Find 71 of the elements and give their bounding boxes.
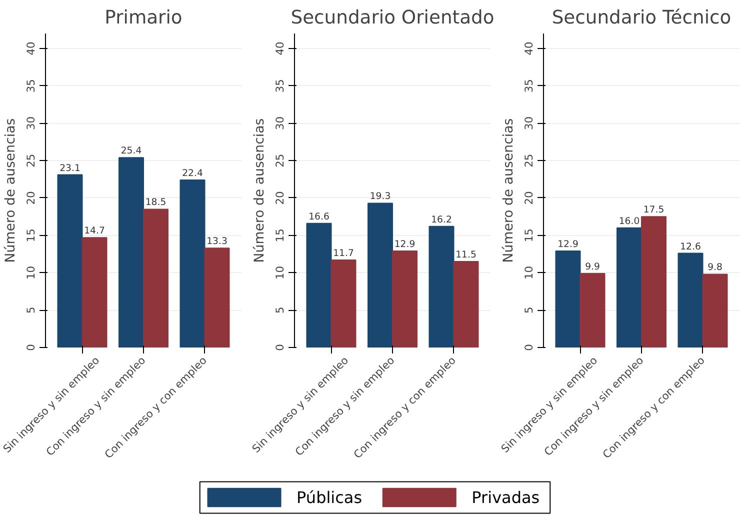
data-label: 11.5 <box>456 250 476 261</box>
bar <box>555 250 581 348</box>
y-tick-label: 15 <box>522 228 536 242</box>
y-axis-title: Número de ausencias <box>502 118 516 263</box>
bar <box>580 272 606 348</box>
bar <box>453 261 479 348</box>
bar <box>204 248 230 348</box>
data-label: 19.3 <box>370 191 391 202</box>
y-tick-label: 30 <box>24 116 38 130</box>
y-tick-label: 10 <box>522 266 536 280</box>
legend-label: Públicas <box>296 488 362 507</box>
data-label: 14.7 <box>84 226 105 237</box>
data-label: 11.7 <box>333 248 354 260</box>
y-tick-label: 35 <box>522 79 536 93</box>
y-tick-label: 40 <box>274 41 286 56</box>
y-tick-label: 0 <box>274 344 286 351</box>
y-tick-label: 20 <box>24 190 38 205</box>
y-tick-label: 5 <box>522 306 536 314</box>
chart-title: Secundario Técnico <box>552 8 732 28</box>
data-label: 12.9 <box>558 239 578 250</box>
y-tick-label: 5 <box>274 306 286 314</box>
data-label: 12.9 <box>394 239 416 250</box>
bar <box>641 216 666 348</box>
bar <box>330 260 356 348</box>
data-label: 12.6 <box>680 241 701 252</box>
chart-title: Secundario Orientado <box>290 8 494 28</box>
bar <box>428 226 454 348</box>
data-label: 18.5 <box>145 197 166 208</box>
y-tick-label: 35 <box>274 79 286 93</box>
bar <box>57 174 83 348</box>
bar <box>306 222 332 348</box>
bar <box>368 202 393 348</box>
y-tick-label: 0 <box>24 344 38 351</box>
y-tick-label: 30 <box>522 116 536 130</box>
data-label: 17.5 <box>643 204 664 216</box>
y-tick-label: 25 <box>274 154 286 168</box>
bar <box>143 208 168 348</box>
bar <box>180 180 206 348</box>
y-tick-label: 40 <box>522 41 536 56</box>
y-tick-label: 25 <box>522 154 536 168</box>
data-label: 23.1 <box>60 162 80 174</box>
bar <box>678 252 704 348</box>
y-tick-label: 15 <box>24 228 38 242</box>
y-tick-label: 20 <box>274 190 286 205</box>
data-label: 13.3 <box>206 236 228 248</box>
bar <box>82 237 108 348</box>
y-axis-title: Número de ausencias <box>252 118 268 263</box>
data-label: 16.0 <box>618 216 640 227</box>
bar <box>392 250 418 348</box>
data-label: 22.4 <box>182 168 203 180</box>
data-label: 16.6 <box>308 211 330 222</box>
bar <box>118 157 144 348</box>
chart-title: Primario <box>104 8 182 28</box>
bar <box>616 227 642 348</box>
y-axis-title: Número de ausencias <box>4 118 18 263</box>
y-tick-label: 15 <box>274 228 286 242</box>
y-tick-label: 10 <box>274 266 286 280</box>
legend-label: Privadas <box>472 488 540 507</box>
y-tick-label: 10 <box>24 266 38 280</box>
y-tick-label: 35 <box>24 79 38 93</box>
data-label: 25.4 <box>120 146 142 157</box>
data-label: 9.9 <box>585 261 600 272</box>
y-tick-label: 40 <box>24 41 38 56</box>
y-tick-label: 20 <box>522 190 536 205</box>
y-tick-label: 0 <box>522 344 536 351</box>
data-label: 9.8 <box>708 262 722 274</box>
y-tick-label: 30 <box>274 116 286 130</box>
y-tick-label: 5 <box>24 306 38 314</box>
bar <box>702 274 728 348</box>
data-label: 16.2 <box>431 214 452 226</box>
y-tick-label: 25 <box>24 154 38 168</box>
